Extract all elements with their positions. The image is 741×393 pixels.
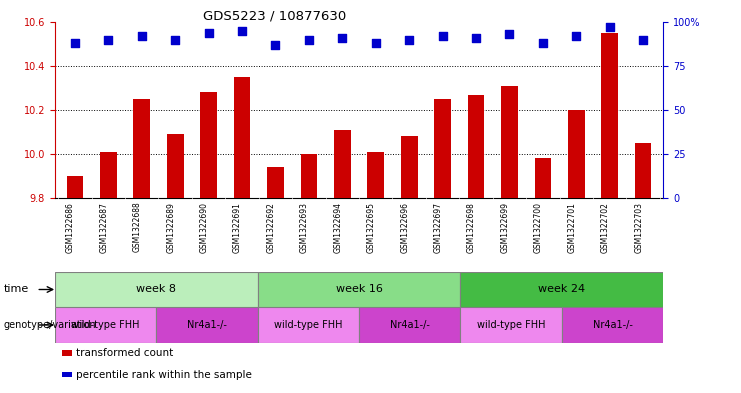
Point: [303, 37, 315, 43]
Text: Nr4a1-/-: Nr4a1-/-: [593, 320, 632, 330]
Point: [270, 42, 282, 48]
Bar: [434, 99, 451, 198]
Text: GSM1322691: GSM1322691: [233, 202, 242, 253]
Bar: [501, 86, 518, 198]
Bar: [602, 33, 618, 198]
Text: GSM1322695: GSM1322695: [367, 202, 376, 253]
Bar: [258, 307, 359, 343]
Bar: [233, 77, 250, 198]
Bar: [267, 167, 284, 198]
Text: GSM1322686: GSM1322686: [66, 202, 75, 253]
Text: genotype/variation: genotype/variation: [4, 320, 96, 330]
Bar: [167, 134, 184, 198]
Text: GSM1322697: GSM1322697: [433, 202, 442, 253]
Point: [336, 35, 348, 41]
Text: GSM1322703: GSM1322703: [634, 202, 643, 253]
Point: [203, 29, 215, 36]
Point: [236, 28, 248, 34]
Bar: [460, 307, 562, 343]
Bar: [534, 158, 551, 198]
Text: time: time: [4, 285, 29, 294]
Text: GSM1322689: GSM1322689: [166, 202, 175, 253]
Text: transformed count: transformed count: [76, 348, 173, 358]
Bar: [156, 307, 258, 343]
Text: GSM1322701: GSM1322701: [568, 202, 576, 253]
Point: [136, 33, 147, 39]
Bar: [133, 99, 150, 198]
Text: week 8: week 8: [136, 285, 176, 294]
Text: GSM1322700: GSM1322700: [534, 202, 543, 253]
Text: GSM1322702: GSM1322702: [601, 202, 610, 253]
Bar: [55, 307, 156, 343]
Point: [571, 33, 582, 39]
Point: [370, 40, 382, 46]
Text: GSM1322690: GSM1322690: [199, 202, 209, 253]
Text: wild-type FHH: wild-type FHH: [71, 320, 140, 330]
Text: GSM1322687: GSM1322687: [99, 202, 108, 253]
Bar: [568, 110, 585, 198]
Point: [503, 31, 515, 37]
Text: GSM1322699: GSM1322699: [500, 202, 509, 253]
Bar: [635, 143, 651, 198]
Point: [537, 40, 549, 46]
Text: GDS5223 / 10877630: GDS5223 / 10877630: [202, 10, 346, 23]
Point: [102, 37, 114, 43]
Point: [604, 24, 616, 30]
Point: [436, 33, 448, 39]
Bar: [368, 152, 384, 198]
Text: week 16: week 16: [336, 285, 382, 294]
Bar: [468, 95, 485, 198]
Text: wild-type FHH: wild-type FHH: [274, 320, 342, 330]
Bar: [562, 307, 663, 343]
Bar: [460, 272, 663, 307]
Bar: [334, 130, 350, 198]
Text: wild-type FHH: wild-type FHH: [477, 320, 545, 330]
Text: Nr4a1-/-: Nr4a1-/-: [390, 320, 430, 330]
Bar: [301, 154, 317, 198]
Bar: [359, 307, 460, 343]
Point: [69, 40, 81, 46]
Text: GSM1322693: GSM1322693: [300, 202, 309, 253]
Bar: [55, 272, 258, 307]
Point: [169, 37, 181, 43]
Text: GSM1322694: GSM1322694: [333, 202, 342, 253]
Text: GSM1322692: GSM1322692: [267, 202, 276, 253]
Point: [637, 37, 649, 43]
Point: [403, 37, 415, 43]
Bar: [100, 152, 116, 198]
Bar: [258, 272, 460, 307]
Text: GSM1322698: GSM1322698: [467, 202, 476, 253]
Text: percentile rank within the sample: percentile rank within the sample: [76, 369, 251, 380]
Text: GSM1322688: GSM1322688: [133, 202, 142, 252]
Bar: [401, 136, 417, 198]
Text: week 24: week 24: [538, 285, 585, 294]
Text: GSM1322696: GSM1322696: [400, 202, 409, 253]
Text: Nr4a1-/-: Nr4a1-/-: [187, 320, 227, 330]
Bar: [67, 176, 83, 198]
Point: [470, 35, 482, 41]
Bar: [200, 92, 217, 198]
